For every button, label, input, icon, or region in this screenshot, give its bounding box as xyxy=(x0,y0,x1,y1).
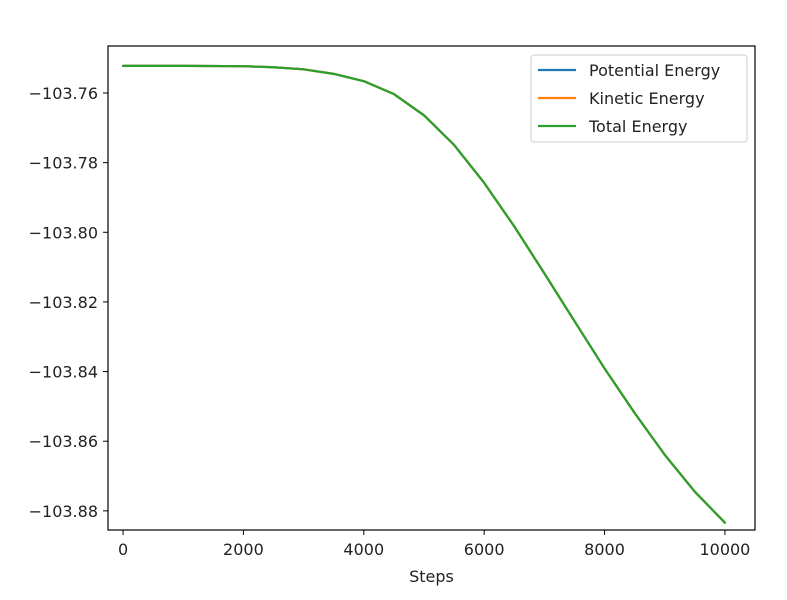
legend-label-kinetic-energy: Kinetic Energy xyxy=(589,89,705,108)
x-axis-label: Steps xyxy=(409,567,454,586)
y-tick-label: −103.80 xyxy=(29,223,98,242)
x-tick-label: 2000 xyxy=(223,540,264,559)
x-tick-label: 8000 xyxy=(584,540,625,559)
legend-label-total-energy: Total Energy xyxy=(588,117,687,136)
y-tick-label: −103.78 xyxy=(29,154,98,173)
y-tick-label: −103.86 xyxy=(29,432,98,451)
plot-frame xyxy=(107,45,756,531)
x-tick-label: 6000 xyxy=(464,540,505,559)
legend-label-potential-energy: Potential Energy xyxy=(589,61,720,80)
y-axis-ticks: −103.76 −103.78 −103.80 −103.82 −103.84 −103.… xyxy=(29,84,108,521)
series-line-total-energy xyxy=(121,64,727,524)
x-tick-label: 4000 xyxy=(343,540,384,559)
y-tick-label: −103.88 xyxy=(29,502,98,521)
y-tick-label: −103.84 xyxy=(29,363,98,382)
x-tick-label: 0 xyxy=(118,540,128,559)
y-tick-label: −103.82 xyxy=(29,293,98,312)
series-layer xyxy=(121,64,727,524)
legend-box xyxy=(530,54,748,143)
legend-items: Potential Energy Kinetic Energy Total Ener… xyxy=(538,61,720,136)
x-axis-ticks: 0 2000 4000 6000 8000 10000 xyxy=(118,530,750,559)
y-tick-label: −103.76 xyxy=(29,84,98,103)
x-tick-label: 10000 xyxy=(699,540,750,559)
legend: Potential Energy Kinetic Energy Total Ener… xyxy=(530,54,748,143)
